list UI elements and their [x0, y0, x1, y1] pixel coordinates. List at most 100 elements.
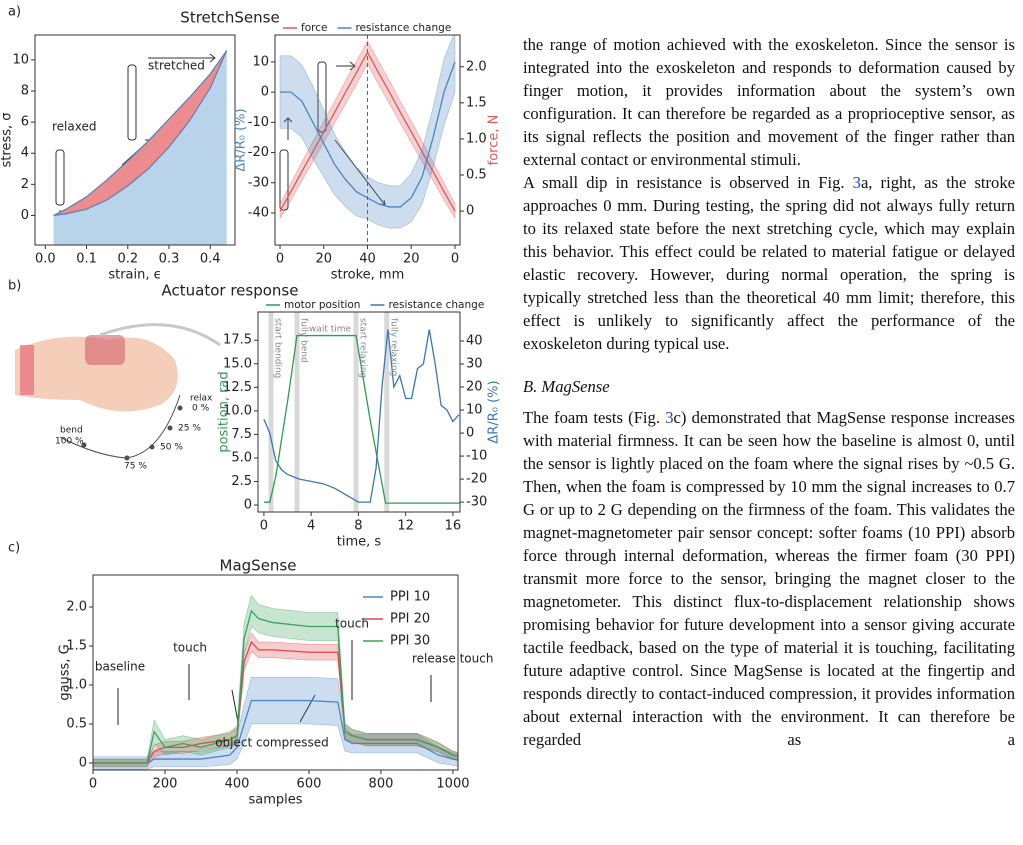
legend-label: PPI 30: [390, 634, 430, 649]
y2-tick-label: -30: [466, 495, 487, 510]
x-tick-label: 0: [260, 519, 268, 534]
y-tick-label: -10: [248, 115, 269, 130]
y2-tick-label: 2.0: [466, 59, 487, 74]
hand-illustration: [15, 323, 221, 461]
x-tick-label: 40: [359, 252, 376, 267]
x-tick-label: 0.4: [200, 252, 221, 267]
panel-label: c): [8, 541, 20, 556]
y2-tick-label: 0.5: [466, 168, 487, 183]
y-tick-label: 10: [12, 52, 29, 67]
legend-label: motor position: [284, 299, 360, 311]
x-tick-label: 12: [397, 519, 414, 534]
y-tick-label: 5.0: [231, 450, 252, 465]
curve: [53, 50, 228, 216]
image-label: 75 %: [124, 462, 147, 472]
y-tick-label: 2.0: [66, 599, 87, 614]
x-axis-label: samples: [248, 793, 302, 808]
y-tick-label: 7.5: [231, 427, 252, 442]
y-tick-label: 8: [21, 84, 29, 99]
text: the range of motion achieved with the ex…: [523, 35, 1015, 169]
y-axis-label: position, rad: [217, 371, 232, 452]
event-band: [294, 312, 300, 512]
line: [93, 699, 458, 764]
x-axis-label: strain, ϵ: [108, 268, 161, 283]
event-band: [268, 312, 274, 512]
event-band: [353, 312, 359, 512]
event-band: [384, 312, 390, 512]
annotation: stretched: [148, 59, 205, 73]
annotation: baseline: [95, 660, 145, 674]
y-tick-label: -20: [248, 145, 269, 160]
y2-tick-label: 30: [466, 357, 483, 372]
y2-tick-label: 1.5: [466, 95, 487, 110]
y-tick-label: -40: [248, 205, 269, 220]
y-tick-label: 10.0: [223, 403, 252, 418]
y-tick-label: 0: [244, 498, 252, 513]
error-band: [93, 676, 458, 770]
line: [263, 329, 460, 503]
y-tick-label: -30: [248, 175, 269, 190]
x-tick-label: 0: [276, 252, 284, 267]
image-label: 50 %: [160, 443, 183, 453]
y2-tick-label: -10: [466, 449, 487, 464]
x-tick-label: 800: [369, 777, 394, 792]
x-tick-label: 0.1: [76, 252, 97, 267]
text: c) demonstrated that MagSense response i…: [523, 408, 1015, 749]
text: The foam tests (Fig.: [523, 408, 666, 427]
figure-ref[interactable]: 3: [665, 408, 674, 427]
x-tick-label: 0.0: [35, 252, 56, 267]
legend-label: force: [301, 22, 327, 34]
error-band: [279, 35, 456, 229]
area-fill: [53, 50, 227, 245]
text: A small dip in resistance is observed in…: [523, 173, 853, 192]
figure-ref[interactable]: 3: [852, 173, 861, 192]
y-tick-label: 0: [79, 755, 87, 770]
y-axis-label: stress, σ: [0, 113, 15, 168]
y2-tick-label: 10: [466, 403, 483, 418]
plot-area: [93, 594, 458, 770]
y2-tick-label: 1.0: [466, 131, 487, 146]
paragraph: the range of motion achieved with the ex…: [523, 33, 1015, 171]
panel-label: b): [8, 279, 21, 294]
y-axis-label: gauss, G: [58, 644, 73, 700]
panel-title: Actuator response: [162, 282, 299, 300]
y-tick-label: 6: [21, 115, 29, 130]
text: a, right, as the stroke approaches 0 mm.…: [523, 173, 1015, 353]
legend-label: PPI 10: [390, 590, 430, 605]
x-tick-label: 400: [225, 777, 250, 792]
y-tick-label: 2: [21, 177, 29, 192]
x-tick-label: 16: [445, 519, 462, 534]
x-tick-label: 0.2: [117, 252, 138, 267]
y-tick-label: 1.0: [66, 677, 87, 692]
x-tick-label: 20: [315, 252, 332, 267]
y2-axis-label: force, N: [487, 115, 502, 166]
plot-area: [263, 312, 460, 512]
y-tick-label: 1.5: [66, 638, 87, 653]
y-axis-label: ΔR/R₀ (%): [234, 108, 249, 171]
panel-title: StretchSense: [180, 9, 279, 27]
x-tick-label: 0.3: [159, 252, 180, 267]
x-tick-label: 1000: [436, 777, 469, 792]
annotation: touch: [335, 617, 369, 631]
annotation: wait time: [309, 325, 352, 335]
y2-tick-label: 20: [466, 380, 483, 395]
y-tick-label: 0.5: [66, 716, 87, 731]
legend-label: resistance change: [355, 22, 451, 34]
paragraph: The foam tests (Fig. 3c) demonstrated th…: [523, 406, 1015, 751]
annotation: object compressed: [215, 736, 329, 750]
x-tick-label: 0: [451, 252, 459, 267]
axes-frame: [34, 34, 236, 246]
plot-area: [53, 50, 228, 245]
error-band: [93, 594, 458, 768]
y-tick-label: 0: [21, 208, 29, 223]
y2-tick-label: 0: [466, 426, 474, 441]
panel-label: a): [8, 5, 21, 20]
plot-area: [279, 35, 456, 245]
event-label: fully bend: [298, 318, 308, 363]
x-axis-label: stroke, mm: [331, 268, 405, 283]
image-label: 25 %: [178, 424, 201, 434]
y2-axis-label: ΔR/R₀ (%): [487, 380, 502, 443]
curve: [53, 50, 228, 217]
y-tick-label: 17.5: [223, 333, 252, 348]
